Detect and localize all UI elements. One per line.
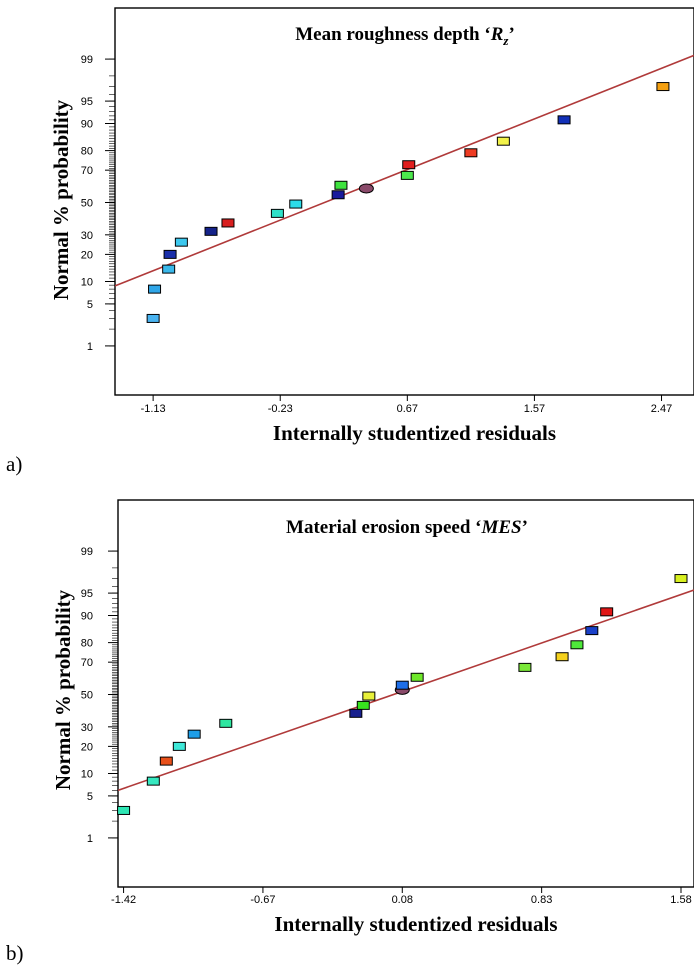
y-tick-label: 20 bbox=[81, 741, 93, 753]
data-point bbox=[570, 640, 584, 650]
fit-line bbox=[115, 54, 694, 287]
data-point bbox=[331, 190, 345, 200]
x-tick-label: 0.67 bbox=[397, 403, 418, 415]
panel-label-b: b) bbox=[6, 941, 24, 965]
data-point bbox=[172, 741, 186, 751]
x-axis-label: Internally studentized residuals bbox=[274, 912, 557, 936]
x-tick-label: -1.42 bbox=[111, 894, 136, 906]
data-point bbox=[159, 756, 173, 766]
y-tick-label: 70 bbox=[81, 165, 93, 177]
data-point bbox=[518, 662, 532, 672]
data-point bbox=[221, 218, 235, 228]
y-tick-label: 1 bbox=[87, 341, 93, 353]
data-point bbox=[402, 160, 416, 170]
data-point bbox=[146, 313, 160, 323]
x-tick-label: 0.08 bbox=[392, 894, 413, 906]
panel-label-a: a) bbox=[6, 452, 23, 476]
data-point bbox=[400, 170, 414, 180]
data-point bbox=[163, 249, 177, 259]
data-point bbox=[362, 691, 376, 701]
chart-panel-a: 1 5 10 20 30 50 70 80 90 95 99 -1.13 -0.23 0.67 1.57 2.… bbox=[49, 7, 694, 445]
y-tick-label: 5 bbox=[87, 791, 93, 803]
data-point bbox=[334, 180, 348, 190]
chart-title: Material erosion speed ‘MES’ bbox=[286, 517, 528, 538]
data-point bbox=[174, 237, 188, 247]
y-tick-label: 90 bbox=[81, 118, 93, 130]
y-tick-label: 99 bbox=[81, 546, 93, 558]
y-tick-label: 20 bbox=[81, 249, 93, 261]
chart-title: Mean roughness depth ‘Rz’ bbox=[295, 24, 515, 48]
plot-frame bbox=[114, 7, 694, 396]
y-tick-label: 30 bbox=[81, 722, 93, 734]
data-point bbox=[464, 148, 478, 158]
x-tick-label: -0.23 bbox=[268, 403, 293, 415]
data-point bbox=[358, 183, 374, 194]
x-tick-label: 2.47 bbox=[651, 403, 672, 415]
data-point bbox=[270, 208, 284, 218]
data-point bbox=[555, 652, 569, 662]
y-tick-label: 50 bbox=[81, 198, 93, 210]
data-point bbox=[656, 82, 670, 92]
y-tick-label: 80 bbox=[81, 638, 93, 650]
data-point bbox=[146, 776, 160, 786]
data-point bbox=[289, 199, 303, 209]
chart-panel-b: 1 5 10 20 30 50 70 80 90 95 99 -1.42 -0.67 0.08 0.83 1.… bbox=[51, 499, 694, 936]
y-axis-label: Normal % probability bbox=[51, 589, 75, 790]
data-point bbox=[204, 226, 218, 236]
data-point bbox=[557, 115, 571, 125]
y-tick-label: 80 bbox=[81, 146, 93, 158]
y-tick-label: 99 bbox=[81, 54, 93, 66]
x-tick-label: 0.83 bbox=[531, 894, 552, 906]
x-tick-label: 1.58 bbox=[670, 894, 691, 906]
x-axis-label: Internally studentized residuals bbox=[273, 421, 556, 445]
data-point bbox=[356, 700, 370, 710]
y-tick-label: 95 bbox=[81, 588, 93, 600]
data-point bbox=[219, 718, 233, 728]
y-tick-label: 30 bbox=[81, 230, 93, 242]
data-point bbox=[395, 680, 409, 690]
y-tick-label: 50 bbox=[81, 690, 93, 702]
y-tick-label: 90 bbox=[81, 610, 93, 622]
y-tick-label: 1 bbox=[87, 833, 93, 845]
x-tick-label: -0.67 bbox=[250, 894, 275, 906]
data-point bbox=[117, 805, 131, 815]
data-point bbox=[410, 672, 424, 682]
x-tick-label: 1.57 bbox=[524, 403, 545, 415]
y-tick-label: 10 bbox=[81, 769, 93, 781]
x-tick-label: -1.13 bbox=[141, 403, 166, 415]
y-tick-label: 70 bbox=[81, 657, 93, 669]
y-tick-label: 95 bbox=[81, 96, 93, 108]
data-point bbox=[674, 574, 688, 584]
data-point bbox=[585, 626, 599, 636]
y-tick-label: 10 bbox=[81, 277, 93, 289]
data-point bbox=[349, 708, 363, 718]
data-point bbox=[496, 136, 510, 146]
data-point bbox=[600, 607, 614, 617]
y-axis-label: Normal % probability bbox=[49, 99, 73, 300]
data-point bbox=[187, 729, 201, 739]
data-point bbox=[148, 284, 162, 294]
data-point bbox=[162, 264, 176, 274]
y-tick-label: 5 bbox=[87, 299, 93, 311]
